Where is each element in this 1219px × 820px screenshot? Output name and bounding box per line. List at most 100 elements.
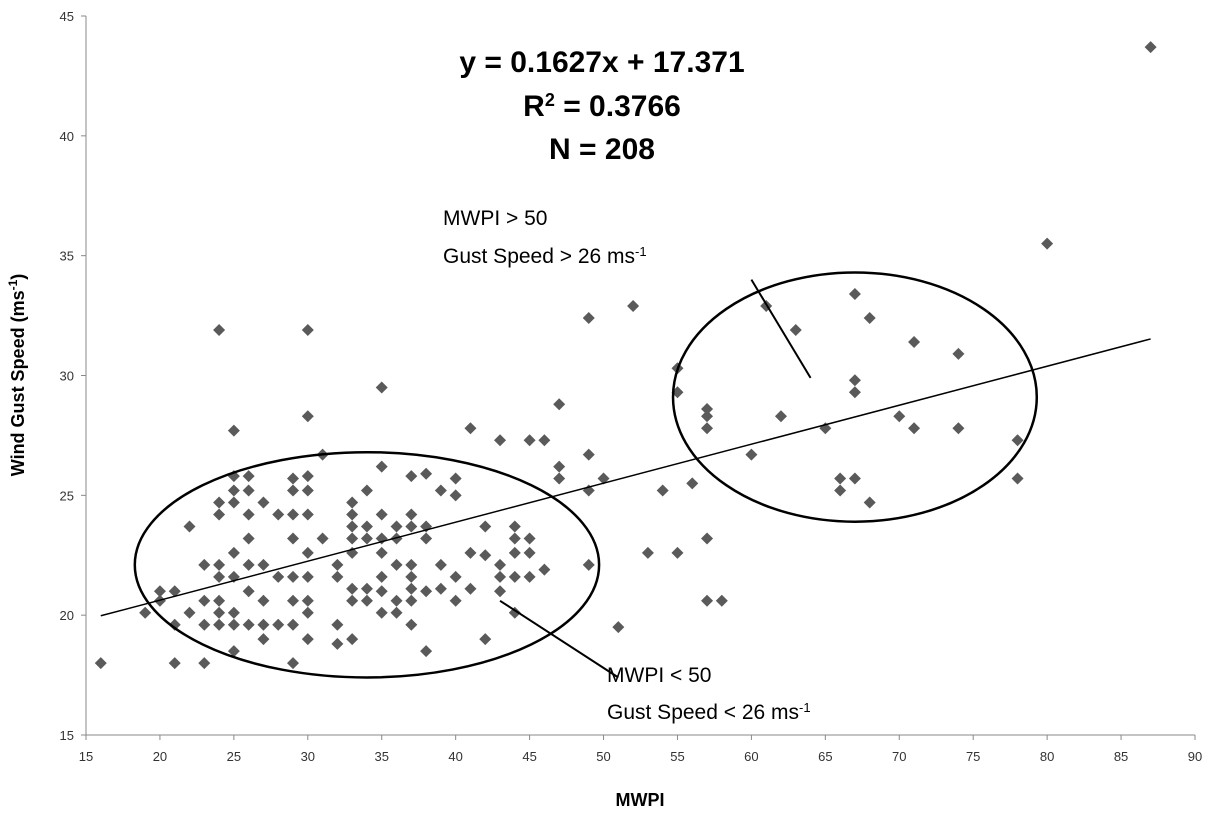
data-point [272,508,285,521]
x-tick-label: 35 [374,749,388,764]
data-point [375,570,388,583]
sample-count-label: N = 208 [549,133,655,166]
x-tick-label: 65 [818,749,832,764]
data-point [346,496,359,509]
data-point [301,606,314,619]
x-tick-label: 20 [153,749,167,764]
x-tick-label: 30 [301,749,315,764]
data-point [597,472,610,485]
data-point [494,434,507,447]
annotation-high-line1: MWPI > 50 [443,207,547,230]
data-point [213,570,226,583]
data-point [287,472,300,485]
data-point [360,594,373,607]
data-point [360,520,373,533]
data-point [227,606,240,619]
annotation-high-line2-sup: -1 [635,244,647,259]
data-point [434,582,447,595]
data-point [346,520,359,533]
data-point [287,657,300,670]
data-point [523,546,536,559]
data-point [301,570,314,583]
x-tick-label: 85 [1114,749,1128,764]
data-point [449,594,462,607]
data-point [701,532,714,545]
data-point [627,299,640,312]
data-point [464,582,477,595]
data-point [227,645,240,658]
data-point [701,594,714,607]
data-point [952,347,965,360]
data-point [508,532,521,545]
data-point [553,460,566,473]
data-point [952,422,965,435]
data-point [390,520,403,533]
data-point [213,558,226,571]
data-point [390,606,403,619]
data-point [789,323,802,336]
data-point [508,606,521,619]
data-point [346,532,359,545]
data-point [301,546,314,559]
data-point [331,637,344,650]
data-point [1041,237,1054,250]
data-point [257,558,270,571]
y-axis-title-sup: -1 [6,279,20,290]
data-point [774,410,787,423]
data-point [494,558,507,571]
data-point [242,532,255,545]
data-point [1011,434,1024,447]
data-point [213,618,226,631]
data-point [375,381,388,394]
data-point [301,633,314,646]
data-point [1011,472,1024,485]
data-point [287,570,300,583]
data-point [434,484,447,497]
data-point [316,532,329,545]
r-squared-label: R2 = 0.3766 [523,90,681,123]
data-point [331,570,344,583]
data-point [375,546,388,559]
data-point [686,477,699,490]
data-point [508,570,521,583]
data-point [168,618,181,631]
data-point [242,484,255,497]
annotation-low-line2-sup: -1 [799,700,811,715]
chart-axes [85,16,1195,736]
data-point [227,424,240,437]
data-point [287,618,300,631]
data-point [848,374,861,387]
data-point [508,520,521,533]
data-point [375,606,388,619]
data-point [213,594,226,607]
x-tick-label: 15 [79,749,93,764]
data-point [227,484,240,497]
x-axis-ticks: 15 20 25 30 35 40 45 50 55 60 65 70 75 80 85 90 [79,735,1202,764]
x-tick-label: 40 [448,749,462,764]
data-point [139,606,152,619]
data-point [360,582,373,595]
x-tick-label: 50 [596,749,610,764]
data-point [449,489,462,502]
data-point [153,585,166,598]
data-point [405,570,418,583]
data-point [908,422,921,435]
x-tick-label: 80 [1040,749,1054,764]
y-tick-label: 30 [60,369,74,384]
x-tick-label: 45 [522,749,536,764]
data-point [863,496,876,509]
data-point [405,582,418,595]
y-tick-label: 40 [60,129,74,144]
data-point [893,410,906,423]
annotation-low-line1: MWPI < 50 [607,664,711,687]
data-point [523,570,536,583]
data-point [715,594,728,607]
data-point [671,546,684,559]
data-point [257,594,270,607]
data-point [198,558,211,571]
data-point [390,594,403,607]
r-squared-sup: 2 [545,90,555,110]
data-point [848,386,861,399]
data-point [701,410,714,423]
